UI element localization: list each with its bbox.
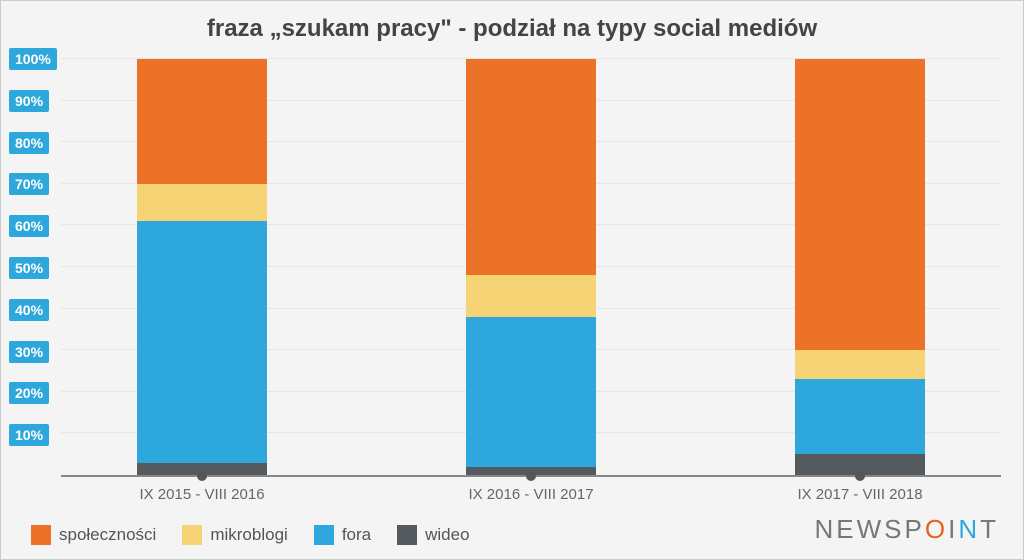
legend-label: społeczności: [59, 525, 156, 545]
bar-segment-mikroblogi: [466, 275, 596, 317]
bar-segment-mikroblogi: [137, 184, 267, 221]
bar-segment-mikroblogi: [795, 350, 925, 379]
x-axis-label: IX 2015 - VIII 2016: [139, 486, 264, 503]
x-axis-dot: [526, 471, 536, 481]
y-axis-label: 60%: [9, 215, 49, 237]
bar-segment-fora: [795, 379, 925, 454]
legend-swatch: [31, 525, 51, 545]
y-axis-label: 80%: [9, 132, 49, 154]
brand-text: NEWSP: [815, 514, 925, 544]
y-axis-label: 40%: [9, 299, 49, 321]
brand-logo: NEWSPOINT: [815, 514, 999, 545]
x-axis-label: IX 2017 - VIII 2018: [797, 486, 922, 503]
bar-segment-spolecznosci: [137, 59, 267, 184]
legend: społeczności mikroblogi fora wideo: [31, 525, 470, 545]
y-axis-label: 10%: [9, 424, 49, 446]
bar-segment-fora: [137, 221, 267, 462]
legend-item-wideo: wideo: [397, 525, 469, 545]
bar: [137, 59, 267, 475]
legend-label: fora: [342, 525, 371, 545]
y-axis-label: 30%: [9, 341, 49, 363]
brand-text: I: [948, 514, 958, 544]
legend-item-mikroblogi: mikroblogi: [182, 525, 287, 545]
bar: [795, 59, 925, 475]
y-axis-label: 20%: [9, 382, 49, 404]
y-axis-label: 90%: [9, 90, 49, 112]
legend-item-spolecznosci: społeczności: [31, 525, 156, 545]
chart-container: fraza „szukam pracy" - podział na typy s…: [0, 0, 1024, 560]
bar-segment-fora: [466, 317, 596, 467]
y-axis-label: 70%: [9, 173, 49, 195]
y-axis-label: 50%: [9, 257, 49, 279]
x-axis-dot: [197, 471, 207, 481]
bar-segment-spolecznosci: [795, 59, 925, 350]
legend-swatch: [314, 525, 334, 545]
legend-label: wideo: [425, 525, 469, 545]
bar-segment-spolecznosci: [466, 59, 596, 275]
legend-swatch: [397, 525, 417, 545]
bar: [466, 59, 596, 475]
brand-text: T: [980, 514, 999, 544]
legend-item-fora: fora: [314, 525, 371, 545]
x-axis-dot: [855, 471, 865, 481]
legend-label: mikroblogi: [210, 525, 287, 545]
plot-area: IX 2015 - VIII 2016IX 2016 - VIII 2017IX…: [61, 59, 1001, 477]
legend-swatch: [182, 525, 202, 545]
chart-title: fraza „szukam pracy" - podział na typy s…: [1, 1, 1023, 43]
x-axis-label: IX 2016 - VIII 2017: [468, 486, 593, 503]
y-axis: 10%20%30%40%50%60%70%80%90%100%: [9, 59, 55, 477]
brand-accent: N: [958, 514, 980, 544]
brand-dot-icon: O: [925, 514, 948, 544]
y-axis-label: 100%: [9, 48, 57, 70]
